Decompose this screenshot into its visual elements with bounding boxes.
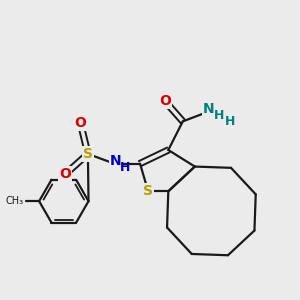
- Text: O: O: [59, 167, 71, 181]
- Text: H: H: [120, 161, 131, 174]
- Text: S: S: [143, 184, 153, 198]
- Text: S: S: [83, 147, 93, 161]
- Text: O: O: [74, 116, 86, 130]
- Text: N: N: [203, 102, 215, 116]
- Text: N: N: [110, 154, 122, 167]
- Text: O: O: [159, 94, 171, 108]
- Text: H: H: [214, 109, 225, 122]
- Text: CH₃: CH₃: [5, 196, 23, 206]
- Text: H: H: [225, 116, 236, 128]
